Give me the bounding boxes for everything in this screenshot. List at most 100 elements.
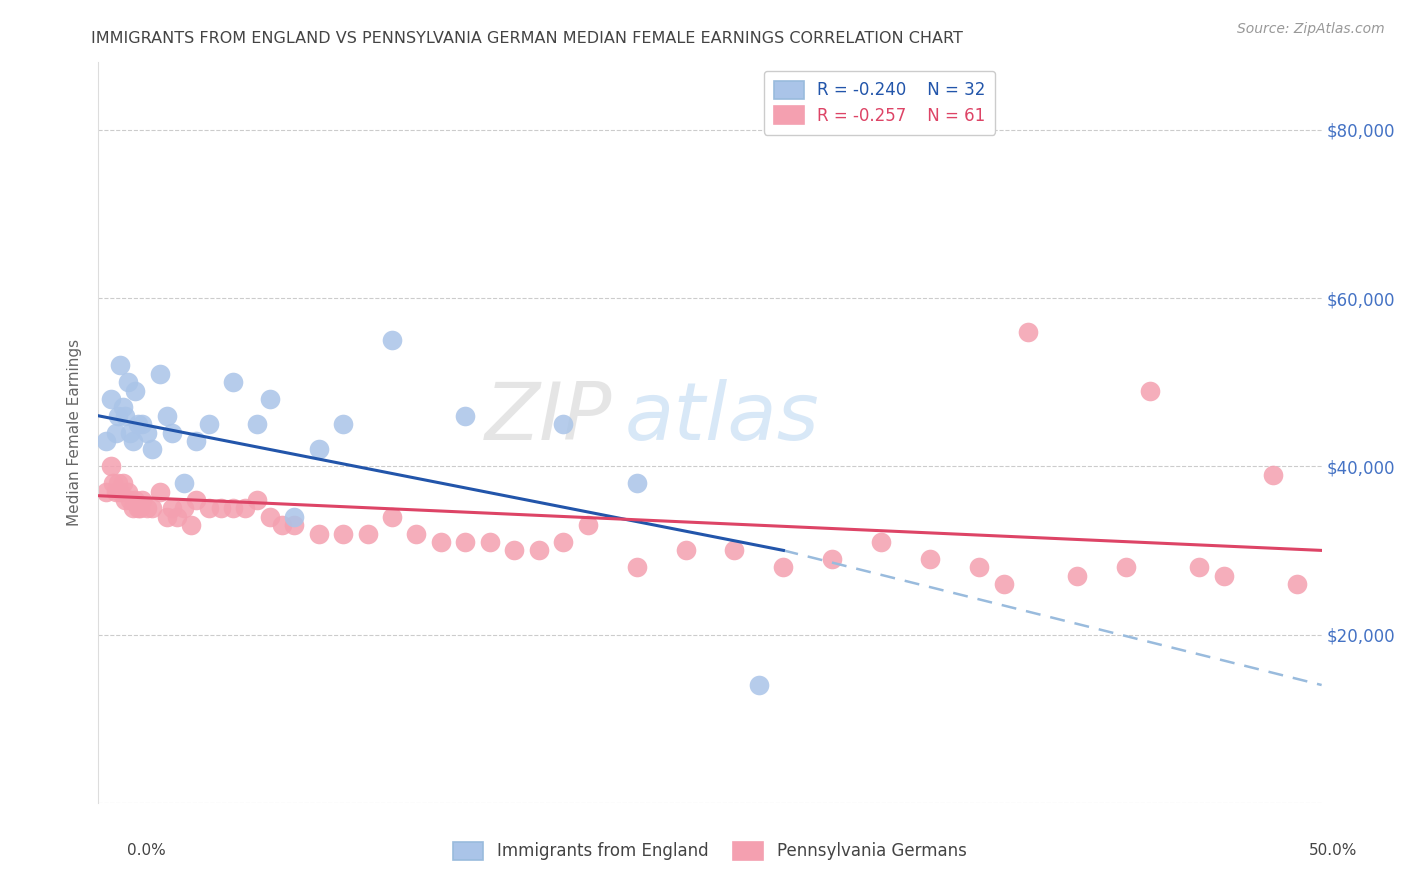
Point bbox=[173, 476, 195, 491]
Point bbox=[149, 367, 172, 381]
Point bbox=[332, 417, 354, 432]
Point bbox=[136, 501, 159, 516]
Point bbox=[478, 535, 501, 549]
Point bbox=[160, 501, 183, 516]
Point bbox=[107, 409, 129, 423]
Point bbox=[1261, 467, 1284, 482]
Point bbox=[1188, 560, 1211, 574]
Point bbox=[127, 501, 149, 516]
Text: Source: ZipAtlas.com: Source: ZipAtlas.com bbox=[1237, 22, 1385, 37]
Point bbox=[107, 476, 129, 491]
Point bbox=[553, 417, 575, 432]
Point bbox=[259, 392, 281, 406]
Point bbox=[117, 375, 139, 389]
Point bbox=[110, 359, 132, 373]
Point bbox=[1115, 560, 1137, 574]
Point bbox=[131, 417, 153, 432]
Point bbox=[967, 560, 990, 574]
Point bbox=[129, 501, 152, 516]
Point bbox=[117, 484, 139, 499]
Point bbox=[104, 425, 127, 440]
Point bbox=[222, 501, 245, 516]
Point bbox=[94, 434, 117, 448]
Point bbox=[197, 417, 219, 432]
Point bbox=[1017, 325, 1039, 339]
Point bbox=[141, 442, 163, 457]
Point bbox=[166, 509, 188, 524]
Point bbox=[110, 484, 132, 499]
Point bbox=[246, 417, 269, 432]
Point bbox=[821, 551, 844, 566]
Point bbox=[381, 509, 404, 524]
Point bbox=[1066, 568, 1088, 582]
Point bbox=[503, 543, 526, 558]
Point bbox=[104, 484, 127, 499]
Point bbox=[186, 492, 208, 507]
Point bbox=[356, 526, 378, 541]
Point bbox=[993, 577, 1015, 591]
Point bbox=[121, 434, 143, 448]
Point bbox=[131, 492, 153, 507]
Text: atlas: atlas bbox=[624, 379, 820, 457]
Point bbox=[920, 551, 942, 566]
Point bbox=[136, 425, 159, 440]
Point bbox=[121, 501, 143, 516]
Point bbox=[405, 526, 427, 541]
Point bbox=[156, 509, 179, 524]
Point bbox=[675, 543, 697, 558]
Point bbox=[454, 409, 477, 423]
Point bbox=[308, 442, 330, 457]
Point bbox=[100, 392, 122, 406]
Point bbox=[180, 518, 202, 533]
Point bbox=[283, 509, 305, 524]
Point bbox=[626, 476, 648, 491]
Point bbox=[1212, 568, 1234, 582]
Point bbox=[141, 501, 163, 516]
Point bbox=[120, 425, 142, 440]
Point bbox=[233, 501, 256, 516]
Point bbox=[283, 518, 305, 533]
Point bbox=[723, 543, 745, 558]
Point bbox=[748, 678, 770, 692]
Point bbox=[120, 492, 142, 507]
Point bbox=[114, 492, 136, 507]
Text: IMMIGRANTS FROM ENGLAND VS PENNSYLVANIA GERMAN MEDIAN FEMALE EARNINGS CORRELATIO: IMMIGRANTS FROM ENGLAND VS PENNSYLVANIA … bbox=[91, 31, 963, 46]
Text: 50.0%: 50.0% bbox=[1309, 843, 1357, 858]
Point bbox=[127, 417, 149, 432]
Point bbox=[259, 509, 281, 524]
Point bbox=[197, 501, 219, 516]
Point bbox=[381, 333, 404, 347]
Point bbox=[186, 434, 208, 448]
Point bbox=[156, 409, 179, 423]
Point bbox=[246, 492, 269, 507]
Point bbox=[209, 501, 232, 516]
Point bbox=[124, 492, 146, 507]
Point bbox=[576, 518, 599, 533]
Point bbox=[626, 560, 648, 574]
Point bbox=[111, 401, 134, 415]
Y-axis label: Median Female Earnings: Median Female Earnings bbox=[67, 339, 83, 526]
Point bbox=[870, 535, 893, 549]
Point bbox=[1286, 577, 1309, 591]
Point bbox=[100, 459, 122, 474]
Point bbox=[94, 484, 117, 499]
Text: 0.0%: 0.0% bbox=[127, 843, 166, 858]
Point bbox=[553, 535, 575, 549]
Point bbox=[772, 560, 794, 574]
Point bbox=[430, 535, 453, 549]
Point bbox=[149, 484, 172, 499]
Point bbox=[111, 476, 134, 491]
Point bbox=[454, 535, 477, 549]
Point bbox=[222, 375, 245, 389]
Point bbox=[332, 526, 354, 541]
Point bbox=[270, 518, 294, 533]
Point bbox=[160, 425, 183, 440]
Text: ZIP: ZIP bbox=[485, 379, 612, 457]
Point bbox=[114, 409, 136, 423]
Point bbox=[124, 384, 146, 398]
Point bbox=[1139, 384, 1161, 398]
Point bbox=[101, 476, 124, 491]
Point bbox=[173, 501, 195, 516]
Point bbox=[527, 543, 550, 558]
Legend: Immigrants from England, Pennsylvania Germans: Immigrants from England, Pennsylvania Ge… bbox=[446, 833, 974, 869]
